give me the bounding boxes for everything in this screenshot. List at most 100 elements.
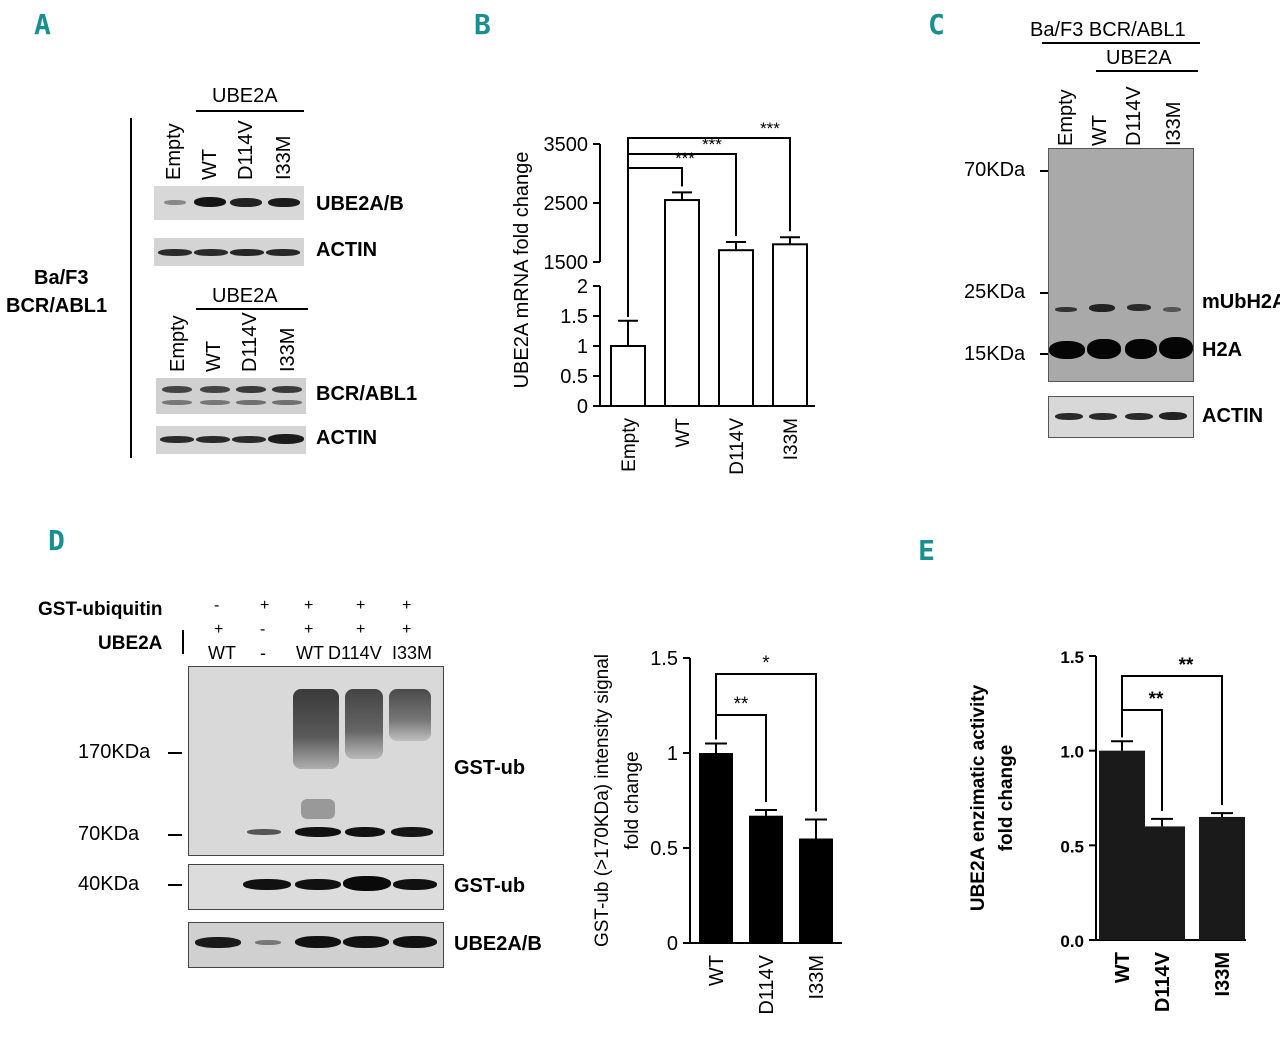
lane-label: I33M bbox=[273, 135, 295, 180]
western-blot bbox=[156, 426, 306, 454]
panel-label-d: D bbox=[48, 524, 65, 557]
marker-label: 70KDa bbox=[78, 823, 140, 845]
cell-line-label-2: BCR/ABL1 bbox=[6, 295, 108, 317]
y-tick-label: 2 bbox=[577, 276, 588, 298]
y-tick-label: 1 bbox=[577, 336, 588, 358]
lane-label: I33M bbox=[392, 643, 433, 663]
x-tick-label: I33M bbox=[1212, 952, 1234, 996]
blot-label: GST-ub bbox=[454, 875, 526, 897]
sign: + bbox=[402, 621, 412, 638]
x-tick-label: WT bbox=[673, 418, 694, 448]
x-tick-label: I33M bbox=[806, 955, 828, 999]
bar bbox=[664, 199, 700, 407]
row-label-gst-ubiquitin: GST-ubiquitin bbox=[38, 599, 163, 620]
cell-line-label: Ba/F3 BCR/ABL1 bbox=[1030, 19, 1186, 41]
group-line bbox=[1096, 70, 1198, 72]
group-line bbox=[196, 110, 304, 112]
significance-bracket bbox=[627, 137, 791, 317]
bar bbox=[1199, 816, 1245, 940]
sign: + bbox=[214, 621, 224, 638]
bar-chart-e: 0.0 0.5 1.0 1.5 UBE2A enzimatic activity fold… bbox=[968, 648, 1246, 1012]
western-blot bbox=[154, 186, 304, 220]
western-blot bbox=[154, 238, 304, 266]
western-blot bbox=[1048, 396, 1194, 438]
row-divider bbox=[182, 630, 184, 654]
marker-tick bbox=[1040, 170, 1048, 172]
blot-label: UBE2A/B bbox=[316, 193, 404, 215]
western-blot bbox=[188, 864, 444, 910]
y-tick-label: 0 bbox=[577, 396, 588, 418]
group-label: UBE2A bbox=[212, 85, 278, 107]
marker-label: 70KDa bbox=[964, 159, 1026, 181]
blot-label: BCR/ABL1 bbox=[316, 383, 418, 405]
x-tick-label: D114V bbox=[756, 954, 778, 1014]
lane-label: Empty bbox=[1055, 89, 1077, 146]
group-label: UBE2A bbox=[1106, 47, 1172, 69]
x-tick-label: D114V bbox=[727, 418, 748, 475]
western-blot bbox=[188, 922, 444, 968]
blot-label: mUbH2A bbox=[1202, 291, 1280, 313]
bar bbox=[699, 753, 733, 943]
marker-tick bbox=[1040, 292, 1048, 294]
x-tick-label: Empty bbox=[619, 418, 640, 472]
lane-label: I33M bbox=[1163, 101, 1185, 146]
lane-label: WT bbox=[208, 643, 236, 663]
x-tick-label: I33M bbox=[781, 418, 802, 460]
group-line bbox=[196, 308, 308, 310]
panel-label-c: C bbox=[928, 8, 945, 41]
marker-label: 170KDa bbox=[78, 741, 151, 763]
lane-label: D114V bbox=[235, 120, 257, 180]
significance-bracket bbox=[715, 673, 817, 812]
lane-label: Empty bbox=[167, 315, 189, 372]
bar bbox=[799, 838, 833, 943]
bar bbox=[749, 815, 783, 943]
bar bbox=[718, 249, 754, 407]
significance-label: ** bbox=[734, 694, 749, 715]
y-tick-label: 1.5 bbox=[1060, 648, 1084, 667]
sign: + bbox=[356, 597, 366, 614]
y-tick-label: 1 bbox=[667, 743, 678, 765]
cell-line-line bbox=[1042, 42, 1200, 44]
significance-label: ** bbox=[1179, 655, 1194, 676]
blot-label: UBE2A/B bbox=[454, 933, 542, 955]
lane-label: D114V bbox=[1123, 86, 1145, 146]
marker-tick bbox=[1040, 353, 1048, 355]
lane-label: D114V bbox=[328, 643, 382, 663]
bar bbox=[772, 243, 808, 407]
marker-tick bbox=[168, 834, 182, 836]
sign: + bbox=[304, 597, 314, 614]
y-tick-label: 0.0 bbox=[1060, 932, 1084, 951]
lane-label: Empty bbox=[163, 123, 185, 180]
lane-label: WT bbox=[296, 643, 324, 663]
y-axis-title: UBE2A enzimatic activity bbox=[968, 684, 989, 911]
lane-label: I33M bbox=[277, 327, 299, 372]
sign: + bbox=[356, 621, 366, 638]
sign: + bbox=[260, 597, 270, 614]
x-tick-label: WT bbox=[1112, 952, 1134, 983]
blot-label: H2A bbox=[1202, 339, 1243, 361]
lane-label: WT bbox=[1089, 114, 1111, 146]
y-axis-title: fold change bbox=[996, 745, 1017, 852]
bracket-line bbox=[130, 118, 132, 458]
x-tick-label: WT bbox=[706, 955, 728, 986]
lane-label: WT bbox=[203, 340, 225, 372]
marker-tick bbox=[168, 752, 182, 754]
marker-label: 25KDa bbox=[964, 281, 1026, 303]
panel-label-a: A bbox=[34, 8, 51, 41]
y-tick-label: 1.5 bbox=[560, 306, 588, 328]
significance-label: *** bbox=[675, 149, 695, 168]
y-tick-label: 0.5 bbox=[560, 366, 588, 388]
y-axis-title: fold change bbox=[622, 751, 643, 849]
cell-line-label-1: Ba/F3 bbox=[34, 267, 89, 289]
y-tick-label: 0.5 bbox=[1060, 837, 1084, 856]
y-axis-title: GST-ub (>170KDa) intensity signal bbox=[592, 654, 613, 947]
blot-label: GST-ub bbox=[454, 757, 526, 779]
blot-label: ACTIN bbox=[1202, 405, 1264, 427]
significance-label: *** bbox=[760, 119, 780, 138]
sign: + bbox=[304, 621, 314, 638]
bar bbox=[610, 345, 646, 407]
y-tick-label: 3500 bbox=[544, 134, 589, 156]
blot-label: ACTIN bbox=[316, 427, 378, 449]
x-tick-label: D114V bbox=[1152, 951, 1174, 1012]
